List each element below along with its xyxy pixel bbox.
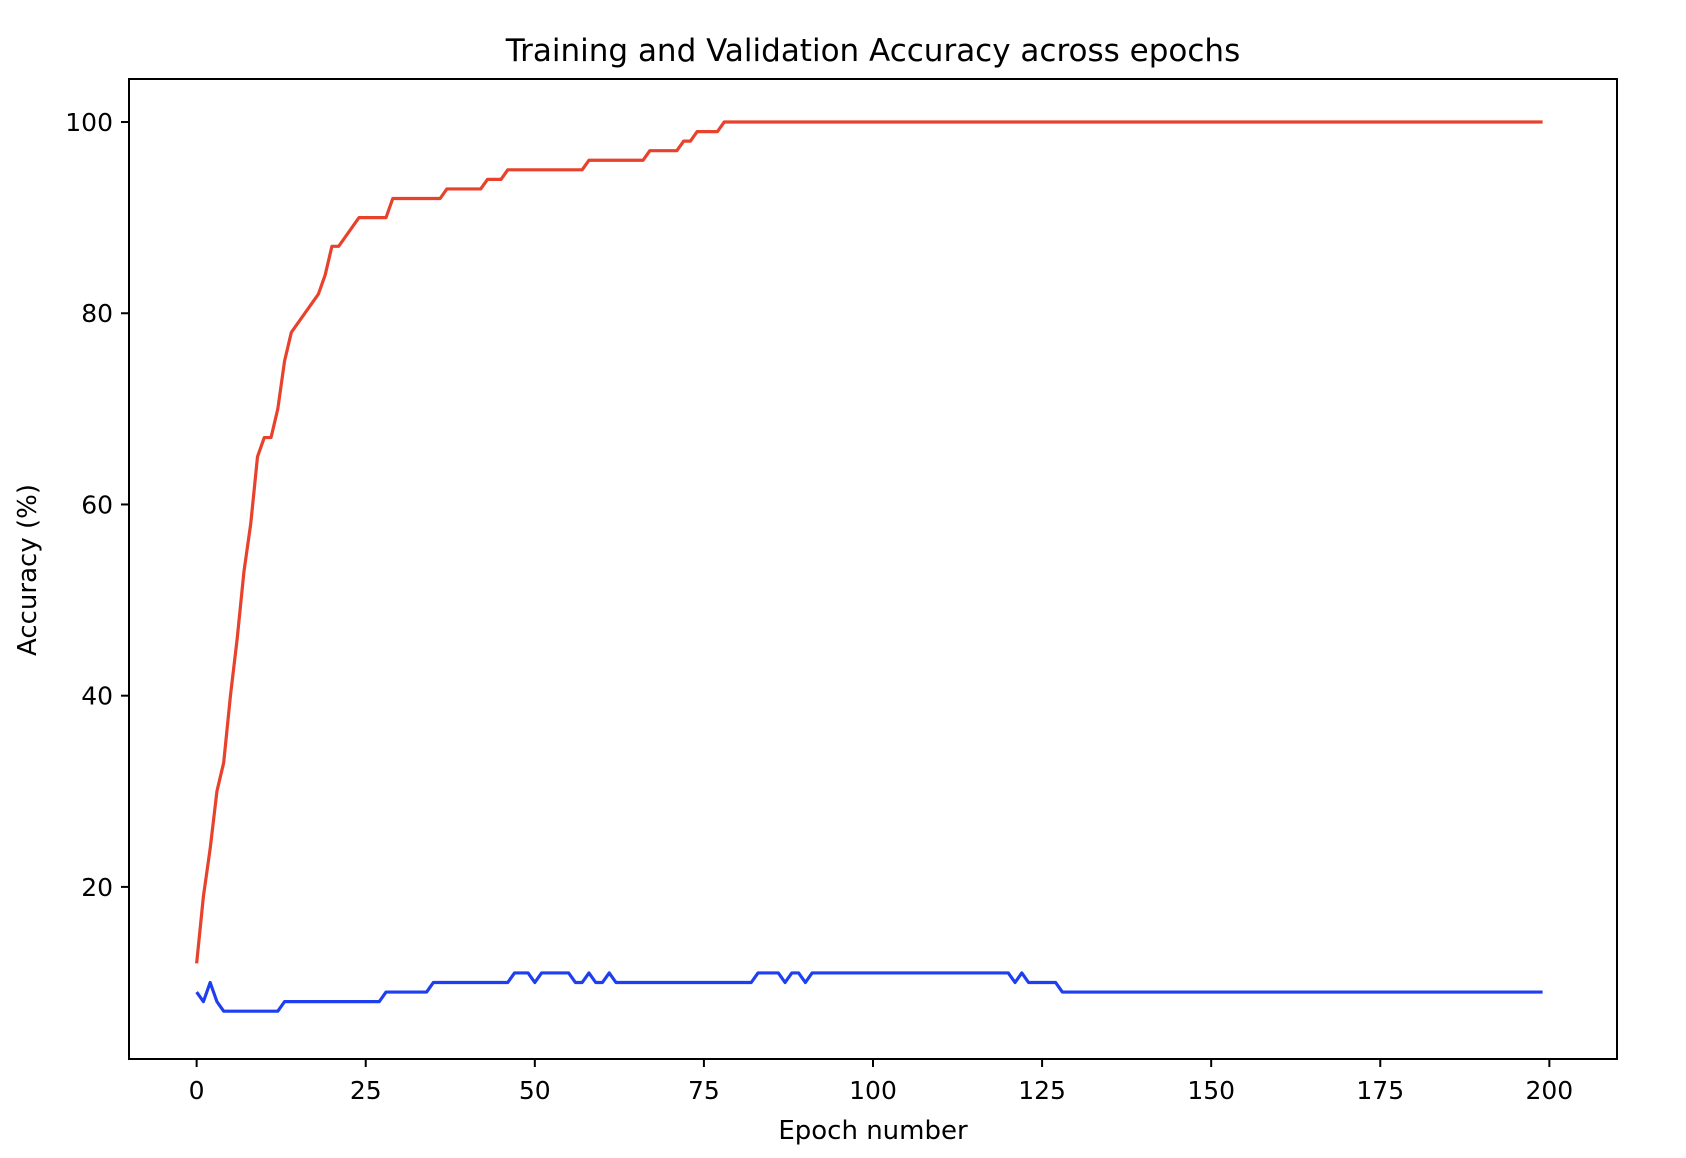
y-tick-label: 100	[65, 108, 113, 137]
y-tick-label: 60	[81, 490, 113, 519]
y-tick-label: 40	[81, 682, 113, 711]
x-tick-label: 50	[519, 1076, 551, 1105]
x-axis-label: Epoch number	[778, 1116, 968, 1146]
x-axis: 0 25 50 75 100 125 150 175 200	[189, 1059, 1574, 1105]
plot-area	[195, 120, 1543, 1013]
x-tick-label: 0	[189, 1076, 205, 1105]
y-axis: 20 40 60 80 100	[65, 108, 129, 902]
y-tick-label: 80	[81, 299, 113, 328]
x-tick-label: 200	[1526, 1076, 1574, 1105]
y-tick-label: 20	[81, 873, 113, 902]
chart-title: Training and Validation Accuracy across …	[505, 33, 1240, 69]
x-tick-label: 100	[849, 1076, 897, 1105]
x-tick-label: 25	[350, 1076, 382, 1105]
y-axis-label: Accuracy (%)	[13, 484, 43, 656]
x-tick-label: 125	[1018, 1076, 1066, 1105]
x-tick-label: 175	[1356, 1076, 1404, 1105]
series-line-1	[195, 120, 1543, 964]
x-tick-label: 150	[1187, 1076, 1235, 1105]
series-line-2	[195, 971, 1543, 1013]
x-tick-label: 75	[688, 1076, 720, 1105]
